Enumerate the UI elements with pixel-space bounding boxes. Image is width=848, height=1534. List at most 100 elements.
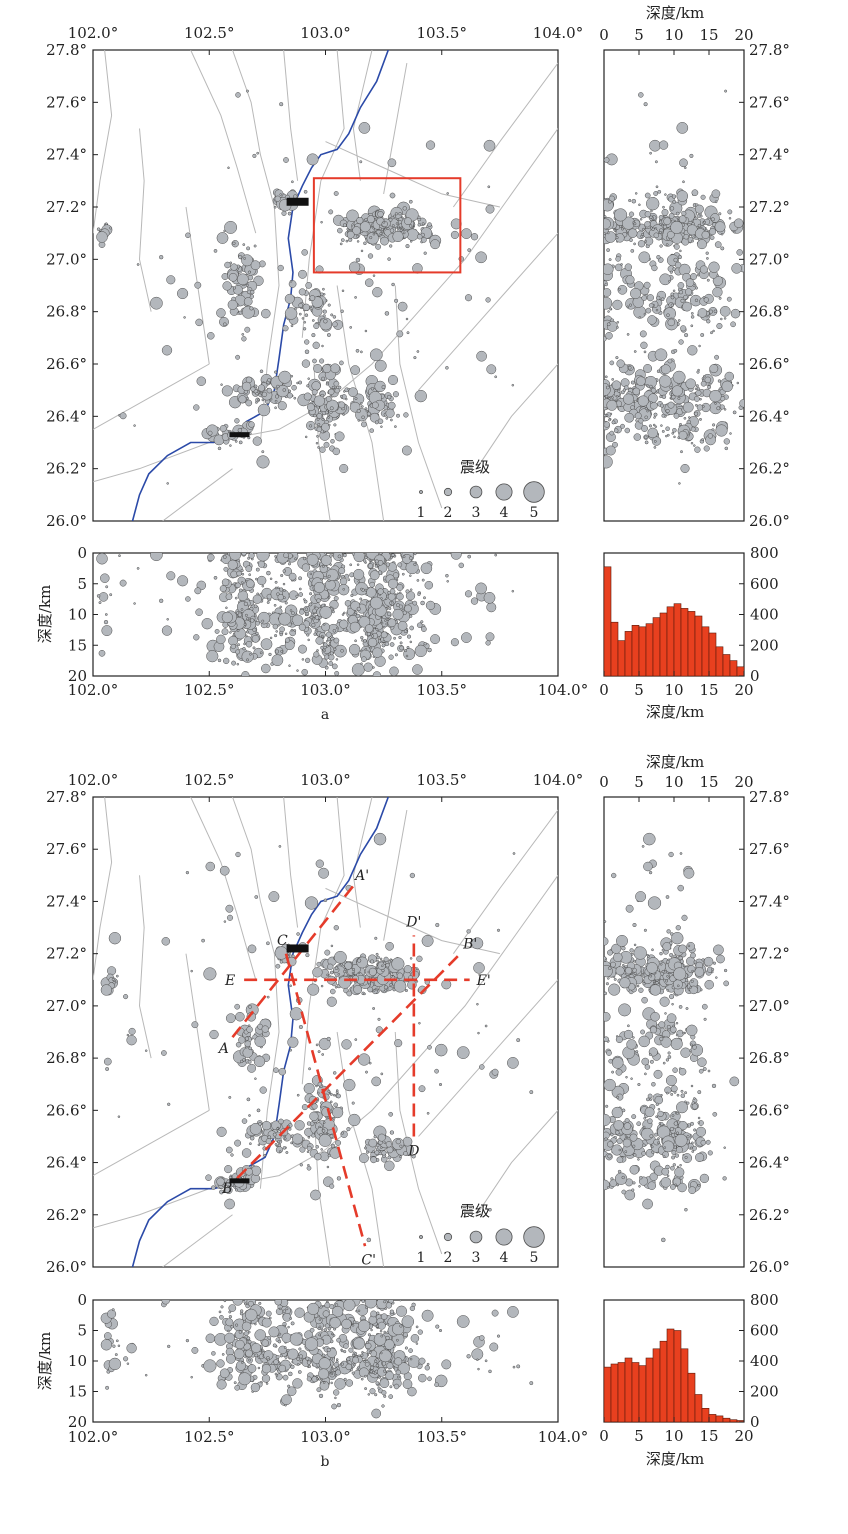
earthquake-point [328,209,334,215]
lat-tick-label: 27.2° [46,198,87,216]
earthquake-point [240,1059,244,1064]
lat-tick-label: 26.8° [749,1049,790,1067]
earthquake-point [334,431,345,442]
earthquake-point [391,1322,405,1336]
earthquake-point [690,979,694,983]
earthquake-point [621,1175,625,1180]
earthquake-point [376,955,380,960]
earthquake-point [424,1365,430,1371]
earthquake-point [624,263,632,271]
earthquake-point [707,1069,711,1073]
earthquake-point [320,220,323,224]
earthquake-point [675,1033,679,1037]
earthquake-point [635,419,638,422]
earthquake-point [225,1354,236,1364]
earthquake-point [423,642,427,646]
earthquake-point [641,845,645,848]
earthquake-point [274,649,280,654]
earthquake-point [216,1359,225,1368]
earthquake-point [255,631,259,636]
earthquake-point [487,185,491,189]
earthquake-point [343,1300,356,1312]
earthquake-point [408,199,413,204]
earthquake-point [659,244,663,248]
earthquake-point [662,1155,666,1159]
earthquake-point [671,385,683,397]
earthquake-point [275,1355,280,1359]
earthquake-point [666,960,670,964]
earthquake-point [392,572,399,579]
earthquake-point [351,1101,355,1105]
hist-bar [701,626,710,677]
earthquake-point [203,967,217,981]
earthquake-point [703,1017,707,1021]
profile-line [284,953,367,1247]
earthquake-point [445,573,449,578]
earthquake-point [365,1070,368,1074]
earthquake-point [646,409,649,413]
earthquake-point [649,1059,654,1064]
earthquake-point [339,577,348,586]
earthquake-point [228,1315,233,1319]
earthquake-point [321,422,330,432]
lat-tick-label: 27.0° [749,997,790,1015]
earthquake-point [352,226,361,235]
earthquake-point [333,647,337,651]
earthquake-point [704,979,714,990]
earthquake-point [496,1334,501,1338]
earthquake-point [686,941,696,951]
earthquake-point [221,628,229,636]
earthquake-point [624,1150,628,1154]
earthquake-point [324,1323,330,1329]
earthquake-point [491,1068,499,1076]
earthquake-point [670,292,675,297]
earthquake-point [117,1115,121,1118]
earthquake-point [234,1003,241,1010]
earthquake-point [622,1138,632,1148]
earthquake-point [367,970,371,974]
earthquake-point [662,1061,666,1065]
earthquake-point [494,553,498,557]
earthquake-point [516,1364,521,1369]
earthquake-point [666,989,670,992]
earthquake-point [386,394,392,400]
earthquake-point [246,89,249,93]
earthquake-point [201,938,205,943]
earthquake-point [340,649,344,653]
earthquake-point [399,1144,403,1148]
earthquake-point [271,654,284,667]
earthquake-point [685,278,695,287]
earthquake-point [272,1132,277,1137]
earthquake-point [280,650,283,653]
earthquake-point [346,209,359,223]
earthquake-point [221,611,233,623]
earthquake-point [430,634,441,645]
earthquake-point [201,618,213,630]
earthquake-point [321,634,324,638]
earthquake-point [647,1093,653,1099]
earthquake-point [464,590,473,598]
earthquake-point [672,200,677,204]
earthquake-point [235,1041,242,1048]
earthquake-point [284,307,298,320]
earthquake-point [420,562,433,575]
earthquake-point [245,399,253,407]
earthquake-point [244,1040,251,1048]
earthquake-point [343,1350,347,1354]
earthquake-point [604,232,606,236]
earthquake-point [336,626,339,630]
earthquake-point [608,397,611,400]
earthquake-point [374,380,386,393]
earthquake-point [604,231,617,243]
earthquake-point [611,943,622,954]
earthquake-point [266,1358,270,1362]
earthquake-point [246,579,255,588]
earthquake-point [369,428,374,433]
earthquake-point [387,618,397,628]
earthquake-point [417,223,422,227]
earthquake-point [639,218,643,221]
legend-label: 3 [472,1250,481,1266]
earthquake-point [660,1177,672,1188]
